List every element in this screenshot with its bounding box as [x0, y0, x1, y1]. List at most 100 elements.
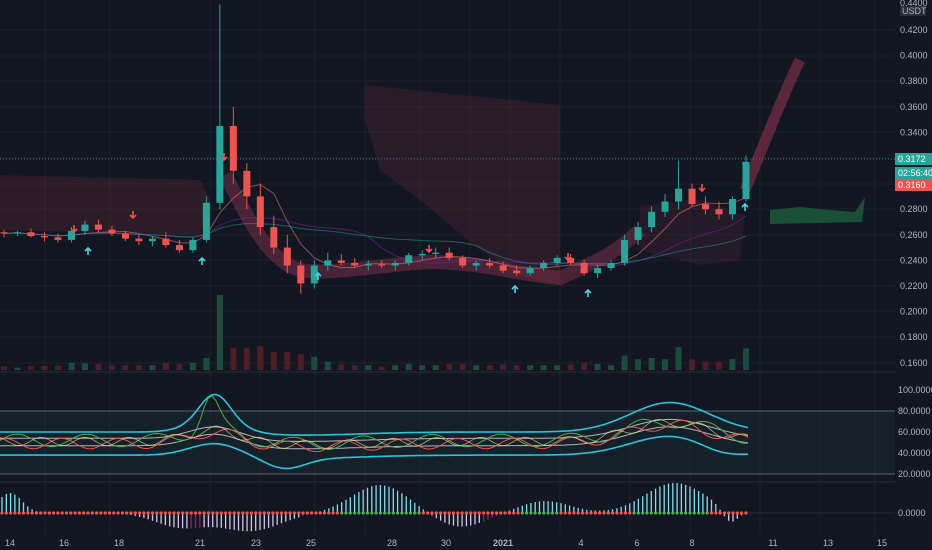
- macd-zero-dot: [365, 511, 370, 515]
- macd-zero-dot: [507, 511, 511, 515]
- candle-body: [540, 262, 548, 269]
- volume-bar: [14, 367, 21, 370]
- macd-zero-dot: [654, 511, 658, 515]
- macd-zero-dot: [602, 511, 606, 515]
- volume-bar: [473, 365, 480, 370]
- time-axis[interactable]: 14 16 18 21 23 25 28 30 2021 4 6 8 11 13 15: [0, 535, 895, 550]
- buy-arrow-icon: [584, 288, 592, 297]
- macd-zero-dot: [215, 511, 219, 515]
- volume-bar: [27, 365, 34, 370]
- macd-zero-dot: [727, 511, 731, 515]
- volume-bar: [230, 348, 237, 370]
- macd-zero-dot: [477, 511, 481, 515]
- macd-zero-dot: [512, 511, 516, 515]
- price-tick: 0.1800: [900, 332, 928, 342]
- macd-zero-dot: [516, 511, 520, 515]
- buy-arrow-icon: [84, 246, 92, 255]
- candle-body: [621, 239, 629, 263]
- candle-body: [216, 126, 224, 203]
- macd-zero-dot: [641, 511, 645, 515]
- volume-bar: [54, 365, 61, 370]
- band-lower: [0, 435, 748, 470]
- volume-bar: [365, 365, 372, 370]
- prev-close-text: 0.3160: [898, 180, 926, 190]
- candle-body: [364, 264, 372, 266]
- candle-body: [675, 188, 683, 202]
- band-mid-lower: [0, 426, 749, 450]
- cloud-region-middle: [365, 85, 560, 285]
- volume-bar: [378, 366, 385, 370]
- currency-label: USDT: [902, 6, 927, 16]
- macd-zero-dot: [576, 511, 580, 515]
- macd-zero-dot: [60, 511, 64, 515]
- macd-zero-dot: [568, 511, 572, 515]
- macd-zero-dot: [17, 511, 21, 515]
- macd-zero-dot: [172, 511, 176, 515]
- volume-bar: [446, 364, 453, 370]
- candle-body: [378, 264, 386, 266]
- macd-zero-dot: [146, 511, 150, 515]
- macd-zero-dot: [77, 511, 81, 515]
- candle-body: [405, 255, 413, 263]
- macd-zero-dot: [64, 511, 69, 515]
- macd-zero-dot: [224, 511, 228, 515]
- countdown-label: [895, 167, 932, 179]
- volume-bar: [662, 359, 669, 370]
- volume-bar: [527, 365, 534, 370]
- macd-zero-dot: [636, 511, 641, 515]
- candle-body: [418, 254, 426, 256]
- candle-body: [526, 268, 534, 274]
- price-axis[interactable]: 0.4400 USDT 0.4200 0.4000 0.3800 0.3600 0.34…: [895, 0, 932, 550]
- macd-zero-dot: [198, 511, 202, 515]
- sell-arrow-icon: [70, 225, 78, 234]
- volume-bar: [270, 352, 277, 370]
- price-tick: 0.3800: [900, 76, 928, 86]
- candle-body: [189, 239, 197, 251]
- macd-zero-dot: [275, 511, 279, 515]
- volume-bar: [405, 364, 412, 370]
- candle-body: [310, 265, 318, 284]
- macd-zero-dot: [245, 511, 249, 515]
- macd-zero-dot: [314, 511, 318, 515]
- candle-body: [337, 260, 345, 263]
- macd-zero-dot: [426, 511, 430, 515]
- macd-zero-dot: [537, 511, 542, 515]
- macd-zero-dot: [400, 511, 404, 515]
- macd-zero-dot: [619, 511, 623, 515]
- macd-zero-dot: [679, 511, 684, 515]
- macd-zero-dot: [310, 511, 314, 515]
- macd-tick: 0.0000: [898, 508, 926, 518]
- candle-body: [607, 262, 615, 269]
- time-tick: 30: [441, 538, 451, 548]
- candle-body: [270, 227, 278, 248]
- macd-zero-dot: [13, 511, 17, 515]
- candle-body: [148, 238, 156, 242]
- buy-arrow-icon: [198, 256, 206, 265]
- volume-bar: [135, 365, 142, 370]
- macd-zero-dot: [267, 511, 271, 515]
- macd-zero-dot: [340, 511, 344, 515]
- candle-body: [283, 247, 291, 266]
- oscillator-tick: 20.0000: [898, 469, 931, 479]
- macd-zero-dot: [254, 511, 258, 515]
- macd-zero-dot: [241, 511, 245, 515]
- macd-zero-dot: [482, 511, 486, 515]
- volume-bar: [486, 365, 493, 370]
- macd-zero-dot: [357, 511, 361, 515]
- macd-zero-dot: [563, 511, 567, 515]
- volume-bar: [257, 346, 264, 370]
- macd-zero-dot: [413, 511, 417, 515]
- volume-bar: [351, 365, 358, 370]
- macd-zero-dot: [262, 511, 266, 515]
- volume-bar: [432, 365, 439, 370]
- macd-zero-dot: [494, 511, 499, 515]
- macd-zero-dot: [623, 511, 628, 515]
- volume-bar: [459, 364, 466, 370]
- macd-zero-dot: [288, 511, 292, 515]
- volume-bar: [243, 348, 250, 370]
- macd-zero-dot: [675, 511, 679, 515]
- time-tick: 23: [251, 538, 261, 548]
- candle-body: [13, 232, 21, 234]
- macd-zero-dot: [301, 511, 305, 515]
